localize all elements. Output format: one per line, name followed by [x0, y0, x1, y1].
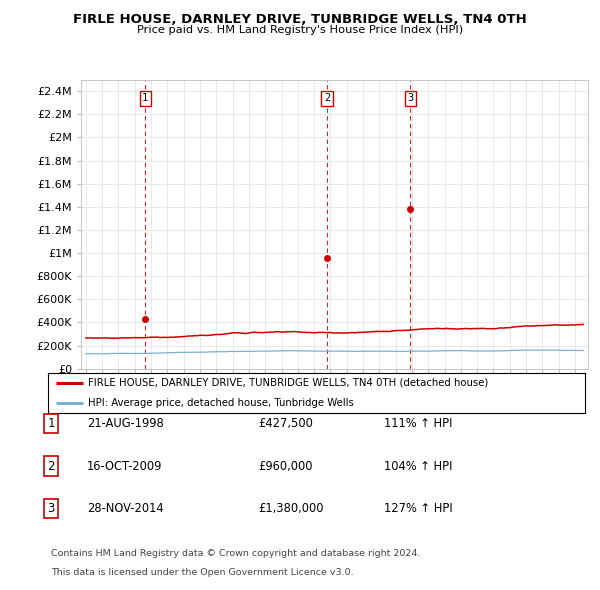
Text: 1: 1: [47, 417, 55, 430]
Text: 2: 2: [47, 460, 55, 473]
Text: FIRLE HOUSE, DARNLEY DRIVE, TUNBRIDGE WELLS, TN4 0TH (detached house): FIRLE HOUSE, DARNLEY DRIVE, TUNBRIDGE WE…: [88, 378, 488, 388]
Text: 1: 1: [142, 93, 148, 103]
Text: 16-OCT-2009: 16-OCT-2009: [87, 460, 163, 473]
Text: FIRLE HOUSE, DARNLEY DRIVE, TUNBRIDGE WELLS, TN4 0TH: FIRLE HOUSE, DARNLEY DRIVE, TUNBRIDGE WE…: [73, 13, 527, 26]
Text: 104% ↑ HPI: 104% ↑ HPI: [384, 460, 452, 473]
Text: 111% ↑ HPI: 111% ↑ HPI: [384, 417, 452, 430]
Text: £960,000: £960,000: [258, 460, 313, 473]
Text: 21-AUG-1998: 21-AUG-1998: [87, 417, 164, 430]
Text: HPI: Average price, detached house, Tunbridge Wells: HPI: Average price, detached house, Tunb…: [88, 398, 354, 408]
Text: £1,380,000: £1,380,000: [258, 502, 323, 515]
Text: Price paid vs. HM Land Registry's House Price Index (HPI): Price paid vs. HM Land Registry's House …: [137, 25, 463, 35]
Text: 2: 2: [324, 93, 330, 103]
Text: £427,500: £427,500: [258, 417, 313, 430]
Text: This data is licensed under the Open Government Licence v3.0.: This data is licensed under the Open Gov…: [51, 568, 353, 577]
Text: 127% ↑ HPI: 127% ↑ HPI: [384, 502, 453, 515]
Text: 3: 3: [407, 93, 413, 103]
Text: 3: 3: [47, 502, 55, 515]
Text: 28-NOV-2014: 28-NOV-2014: [87, 502, 164, 515]
Text: Contains HM Land Registry data © Crown copyright and database right 2024.: Contains HM Land Registry data © Crown c…: [51, 549, 421, 558]
